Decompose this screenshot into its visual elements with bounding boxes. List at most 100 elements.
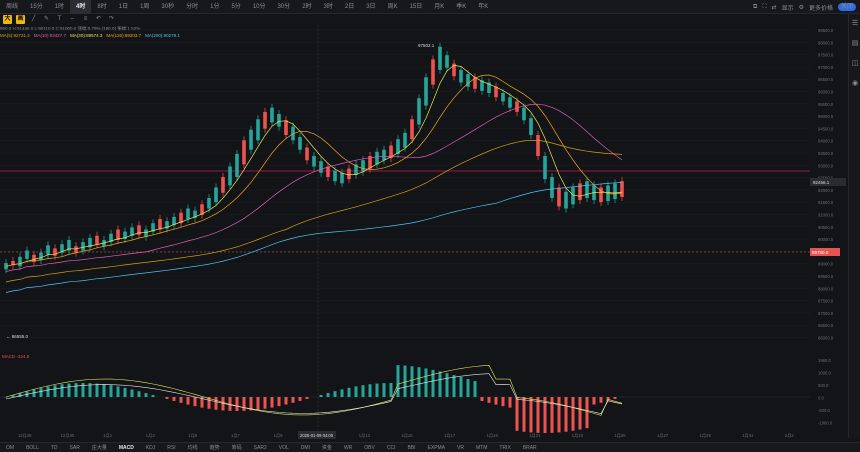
timeframe-tab[interactable]: 1周 [140,3,150,10]
timeframe-tab[interactable]: 1分 [210,3,220,10]
indicator-tab[interactable]: WR [343,444,353,451]
indicator-tab[interactable]: RSI [167,444,176,451]
draw-button[interactable]: 画 [16,15,25,24]
indicator-tab[interactable]: CCI [386,444,396,451]
list-icon[interactable]: ☰ [851,20,859,27]
depth-icon[interactable]: ◫ [851,60,859,67]
indicator-tab[interactable]: OM [6,444,15,451]
candle-body [60,244,64,253]
macd-bar [109,385,113,397]
measure-icon[interactable]: ⇔ [69,16,76,22]
timeframe-tab[interactable]: 8时 [97,3,107,10]
date-tick: 2月2 [785,433,795,439]
views-label[interactable]: 显示 [781,5,794,12]
indicator-tab[interactable]: VR [457,444,464,451]
macd-label: MACD -324.8 [2,354,30,359]
eye-icon[interactable]: ◉ [851,80,859,87]
ma10-line [5,74,623,267]
indicator-tab[interactable]: 均线 [187,444,198,451]
timeframe-tab[interactable]: 30秒 [161,3,175,10]
big-button[interactable]: 大 [3,15,12,24]
price-tick: 98500.0 [818,28,834,33]
indicator-tab[interactable]: VOL [278,444,289,451]
timeframe-tab[interactable]: 4时 [70,0,92,14]
indicator-tab[interactable]: DMI [300,444,310,451]
price-tick: 96000.0 [818,90,834,95]
compare-icon[interactable]: ⇄ [771,4,777,11]
macd-bar [326,393,330,397]
timeframe-tab[interactable]: 分时 [186,3,199,10]
candle-body [116,229,120,240]
macd-bar [368,384,372,397]
timeframe-tab[interactable]: 2日 [344,3,355,10]
indicator-tab[interactable]: 资金 [321,444,332,451]
indicator-tab[interactable]: BBI [407,444,416,451]
indicator-tab[interactable]: 趋势 [209,444,220,451]
line-icon[interactable]: ╱ [31,16,36,22]
candle-body [501,93,505,102]
fib-icon[interactable]: ≡ [83,16,88,22]
macd-bar [200,397,204,408]
ma-value: MA(120):89203.7 [106,33,142,38]
timeframe-tab[interactable]: 10分 [252,3,266,10]
color-dropdown[interactable]: 更多价格 [808,5,833,12]
timeframe-tab[interactable]: 5分 [231,3,241,10]
price-toggle[interactable]: 关闭 [838,3,856,11]
timeframe-tab[interactable]: 15日 [409,3,423,10]
low-marker: ← 86555.0 [6,334,29,339]
fullscreen-icon[interactable]: ⛶ [762,3,767,10]
date-tick: 1月1 [103,433,113,439]
macd-bar [214,397,218,410]
indicator-tab[interactable]: 筹码 [231,444,242,451]
indicator-tab[interactable]: KDJ [145,444,156,451]
macd-bar [389,383,393,397]
timeframe-tab[interactable]: 2时 [302,3,312,10]
candle-body [578,183,582,201]
timeframe-tab[interactable]: 3日 [366,3,376,10]
candle-body [312,156,316,167]
timeframe-tab[interactable]: 1时 [54,3,65,10]
indicator-tab[interactable]: EXPMA [427,444,446,451]
candle-body [319,161,323,173]
timeframe-tab[interactable]: 年K [478,3,489,10]
order-icon[interactable]: ▤ [851,40,859,47]
pen-icon[interactable]: ✎ [43,16,50,22]
timeframe-bar: 周线 15分 1时 4时 8时 1日 1周 30秒 分时 1分 5分 10分 30分 2时 3时 2日 3日 周K… [0,0,860,14]
macd-bar [172,397,176,401]
macd-bar [53,385,57,397]
indicator-tab[interactable]: BRAR [522,444,537,451]
macd-bar [550,397,554,433]
candle-body [235,153,239,177]
indicator-tab[interactable]: MACD [118,444,134,451]
screenshot-icon[interactable]: ⧉ [753,3,758,10]
settings-icon[interactable]: ⚙ [798,4,804,11]
timeframe-tab[interactable]: 周K [387,3,398,10]
undo-icon[interactable]: ↶ [95,16,102,22]
indicator-tab[interactable]: SAR2 [253,444,267,451]
indicator-tab[interactable]: OBV [364,444,375,451]
timeframe-tab[interactable]: 3时 [323,3,333,10]
redo-icon[interactable]: ↷ [108,16,115,22]
indicator-tab[interactable]: TD [50,444,58,451]
macd-bar [403,365,407,397]
crosshair-date-tag [298,431,336,439]
indicator-tab[interactable]: SAR [69,444,80,451]
timeframe-tab[interactable]: 周线 [6,3,19,10]
candle-body [25,250,29,259]
indicator-tab[interactable]: MTM [476,444,488,451]
timeframe-tab[interactable]: 30分 [277,3,291,10]
candle-body [242,140,246,165]
timeframe-tab[interactable]: 1日 [118,3,129,10]
candle-body [536,135,540,156]
timeframe-tab[interactable]: 15分 [30,3,43,10]
macd-bar [179,397,183,403]
indicator-tab[interactable]: TRIX [499,444,511,451]
price-chart[interactable]: 98500.0 98000.0 97500.0 97000.0 96500.0 96000… [0,25,848,442]
timeframe-tab[interactable]: 月K [434,3,445,10]
indicator-tab[interactable]: 庄大量 [91,444,107,451]
indicator-tab[interactable]: BOLL [26,444,39,451]
text-icon[interactable]: T [57,16,62,22]
macd-bar [256,397,260,410]
macd-tick: 500.0 [818,383,829,388]
timeframe-tab[interactable]: 季K [456,3,467,10]
